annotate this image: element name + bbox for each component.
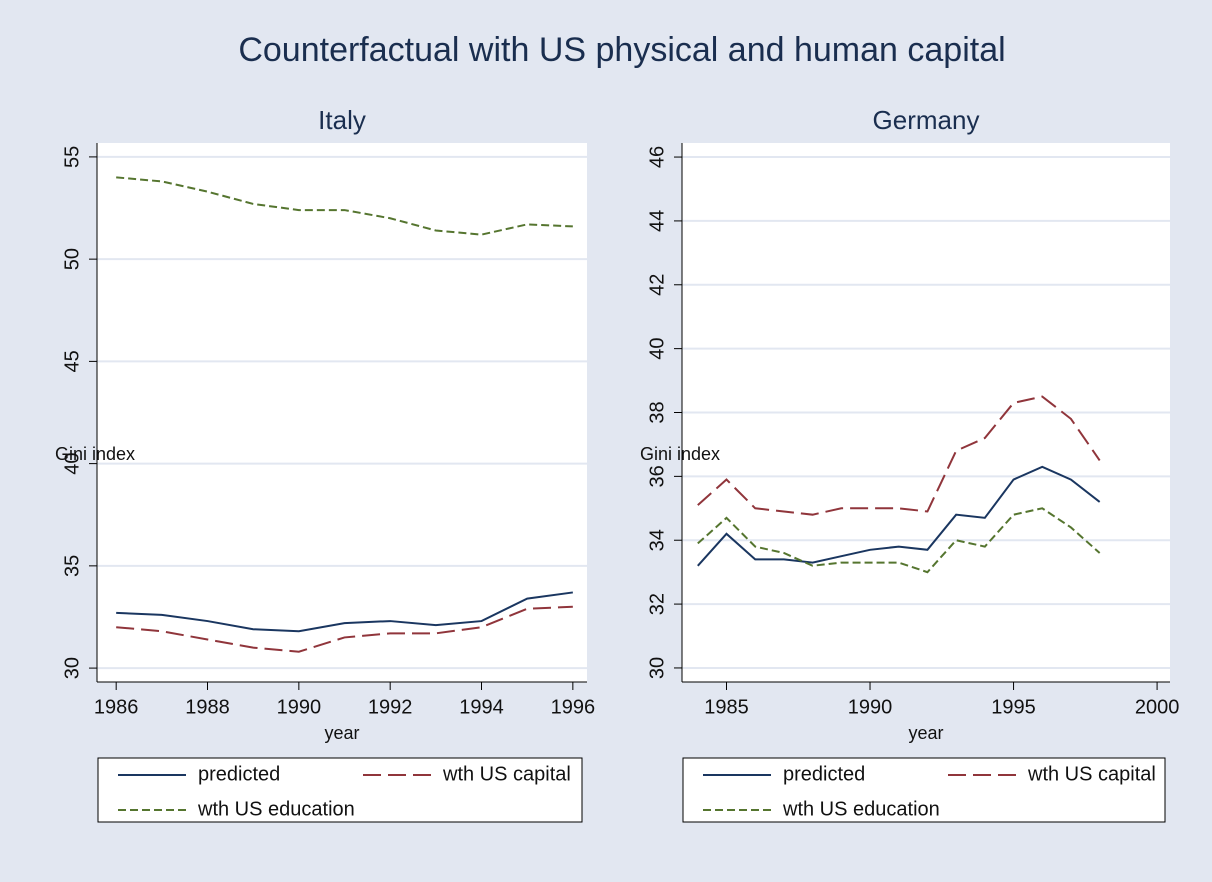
- series-line: [697, 507, 1101, 574]
- x-tick-label: 1996: [551, 696, 596, 718]
- x-tick-label: 1986: [94, 696, 139, 718]
- y-tick-label: 36: [646, 465, 668, 487]
- legend-label: predicted: [198, 763, 280, 785]
- x-tick-label: 1994: [459, 696, 504, 718]
- x-tick-label: 1990: [848, 696, 893, 718]
- legend-label: wth US education: [782, 798, 940, 820]
- y-tick-label: 42: [646, 274, 668, 296]
- x-tick-label: 1992: [368, 696, 413, 718]
- x-tick-label: 1995: [991, 696, 1036, 718]
- y-tick-label: 30: [646, 657, 668, 679]
- series-line: [116, 591, 573, 633]
- x-tick-label: 1990: [277, 696, 322, 718]
- y-tick-label: 45: [61, 350, 83, 372]
- panel-title: Germany: [873, 105, 980, 135]
- legend-label: predicted: [783, 763, 865, 785]
- y-axis-label: Gini index: [640, 444, 720, 464]
- legend-box: [97, 757, 583, 823]
- y-tick-label: 32: [646, 593, 668, 615]
- y-tick-label: 34: [646, 529, 668, 551]
- y-tick-label: 46: [646, 146, 668, 168]
- series-line: [116, 605, 573, 653]
- x-axis-label: year: [908, 723, 943, 743]
- panel-title: Italy: [318, 105, 366, 135]
- y-tick-label: 50: [61, 248, 83, 270]
- y-tick-label: 40: [61, 452, 83, 474]
- y-tick-label: 35: [61, 555, 83, 577]
- y-axis-label: Gini index: [55, 444, 135, 464]
- y-tick-label: 30: [61, 657, 83, 679]
- legend-label: wth US education: [197, 798, 355, 820]
- y-tick-label: 55: [61, 146, 83, 168]
- x-tick-label: 2000: [1135, 696, 1180, 718]
- x-tick-label: 1985: [704, 696, 749, 718]
- y-tick-label: 44: [646, 210, 668, 232]
- x-axis-label: year: [324, 723, 359, 743]
- plot-area: [97, 143, 587, 682]
- series-line: [116, 176, 573, 236]
- x-tick-label: 1988: [185, 696, 230, 718]
- figure-title: Counterfactual with US physical and huma…: [238, 31, 1005, 69]
- legend-label: wth US capital: [1027, 763, 1156, 785]
- series-line: [697, 395, 1101, 516]
- series-line: [697, 465, 1101, 567]
- legend-box: [682, 757, 1166, 823]
- y-tick-label: 38: [646, 401, 668, 423]
- legend-label: wth US capital: [442, 763, 571, 785]
- y-tick-label: 40: [646, 338, 668, 360]
